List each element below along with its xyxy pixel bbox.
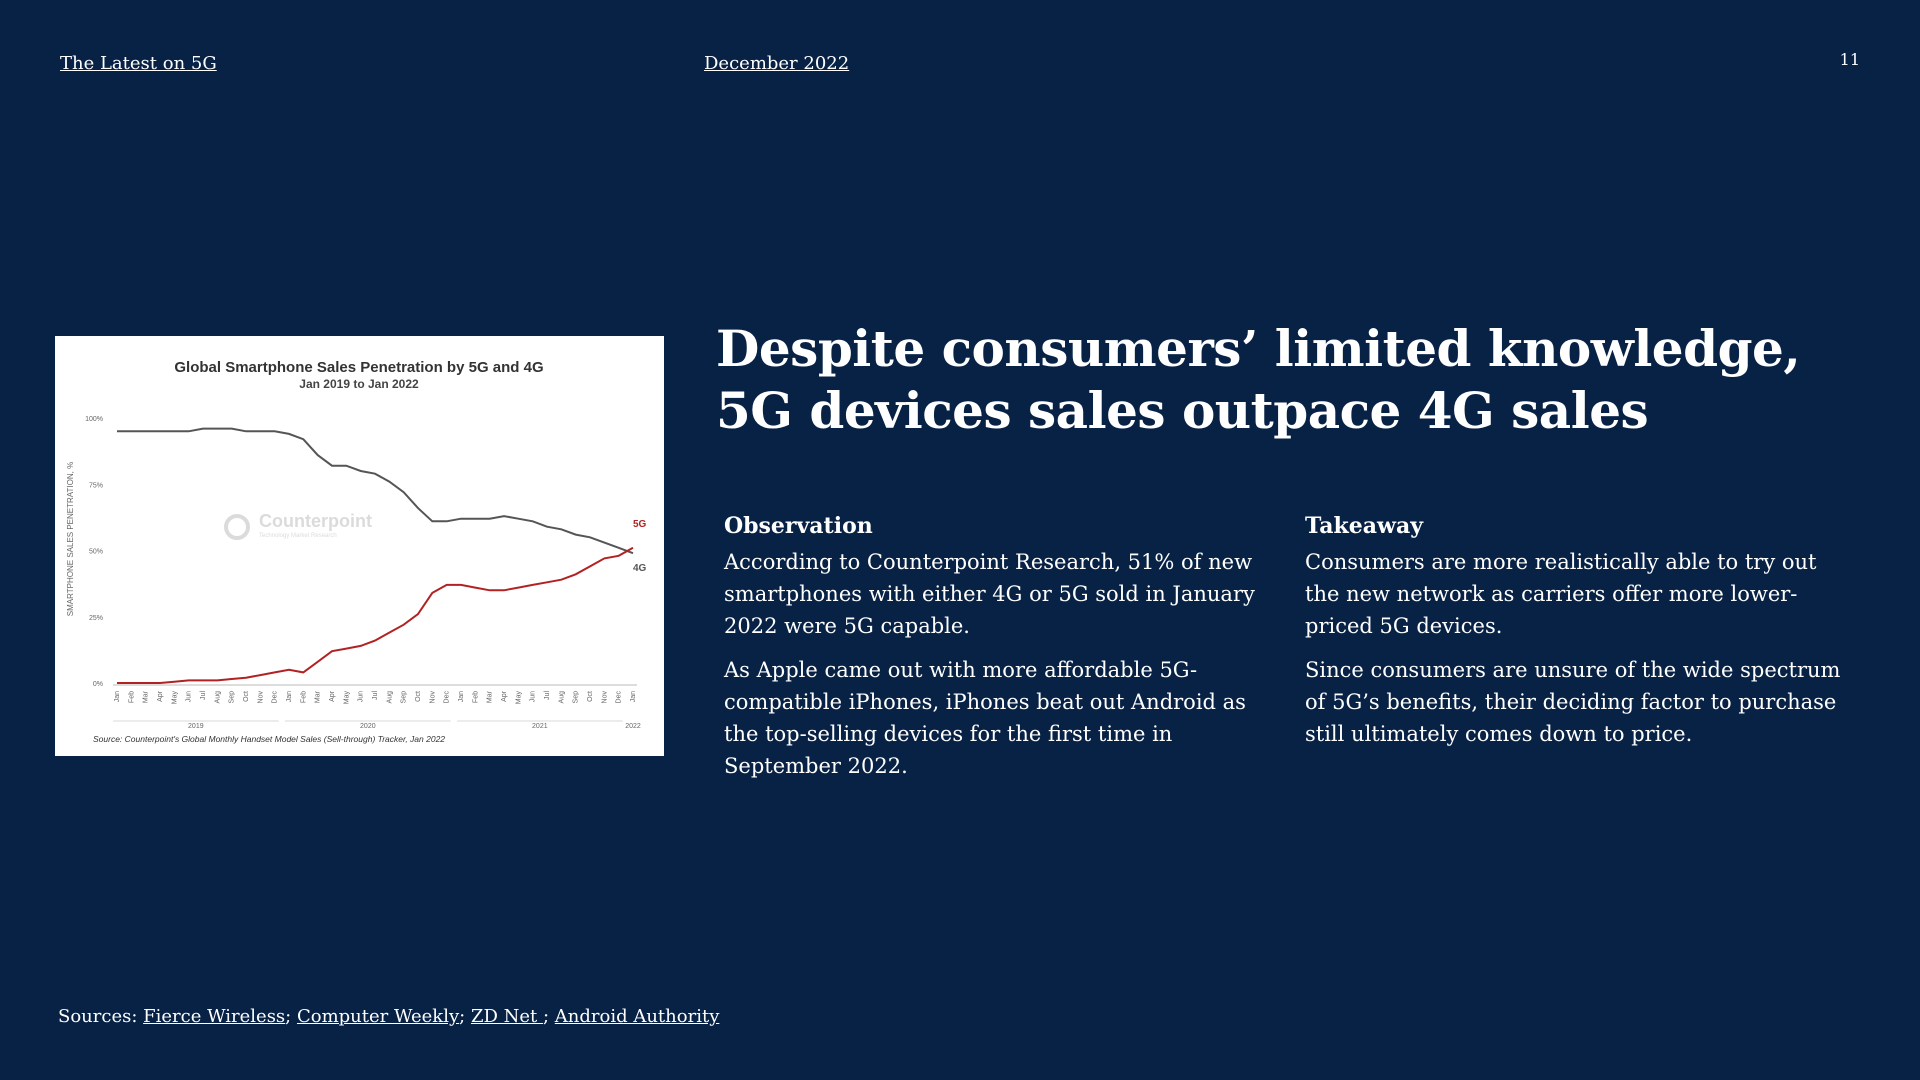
x-tick-label: Jan [458,691,465,702]
x-tick-label: Oct [587,691,594,702]
observation-section: Observation According to Counterpoint Re… [724,510,1264,794]
x-tick-label: Jan [286,691,293,702]
series-line-5g [117,546,634,684]
headline: Despite consumers’ limited knowledge, 5G… [716,318,1866,442]
x-tick-label: Feb [128,691,135,703]
source-link-fierce-wireless[interactable]: Fierce Wireless [143,1006,286,1027]
x-tick-label: Aug [386,691,393,704]
source-link-computer-weekly[interactable]: Computer Weekly [296,1006,460,1027]
x-tick-label: Nov [257,691,264,704]
takeaway-paragraph-1: Consumers are more realistically able to… [1305,550,1817,638]
takeaway-section: Takeaway Consumers are more realisticall… [1305,510,1845,762]
watermark-tagline: Technology Market Research [259,533,337,539]
headline-line-1: Despite consumers’ limited knowledge, [716,319,1801,378]
header-link-date[interactable]: December 2022 [704,53,850,74]
x-tick-label: Dec [444,691,451,704]
x-tick-label: Sep [573,691,580,704]
x-tick-label: Oct [243,691,250,702]
series-label-5g: 5G [633,519,647,530]
x-tick-label: Feb [300,691,307,703]
x-tick-label: May [171,691,178,705]
x-tick-label: Dec [616,691,623,704]
observation-paragraph-2: As Apple came out with more affordable 5… [724,658,1246,778]
y-tick-label: 0% [93,681,103,688]
watermark: Counterpoint Technology Market Research [224,511,372,540]
x-tick-label: Feb [472,691,479,703]
watermark-name: Counterpoint [259,511,372,531]
x-tick-label: May [343,691,350,705]
year-label: 2019 [188,723,204,730]
chart-source-note: Source: Counterpoint's Global Monthly Ha… [93,734,445,744]
series-line-4g [117,427,634,555]
y-tick-label: 75% [89,482,103,489]
year-label: 2020 [360,723,376,730]
y-tick-label: 100% [85,416,103,423]
watermark-logo-icon [224,514,250,540]
source-link-zd-net[interactable]: ZD Net [470,1006,543,1027]
observation-paragraph-1: According to Counterpoint Research, 51% … [724,550,1255,638]
x-tick-label: Jun [358,691,365,702]
x-tick-label: Mar [315,690,322,703]
x-tick-label: Apr [501,690,508,702]
x-tick-label: Apr [329,690,336,702]
x-tick-label: Jul [200,691,207,700]
year-label: 2022 [625,723,641,730]
x-tick-label: Oct [415,691,422,702]
page-number: 11 [1839,50,1860,69]
sources-separator: ; [459,1006,471,1027]
headline-line-2: 5G devices sales outpace 4G sales [716,381,1649,440]
takeaway-paragraph-2: Since consumers are unsure of the wide s… [1305,658,1841,746]
y-tick-label: 50% [89,549,103,556]
sources-separator: ; [542,1006,555,1027]
x-tick-label: Sep [401,691,408,704]
sources-separator: ; [285,1006,297,1027]
x-tick-label: Mar [143,690,150,703]
chart-title: Global Smartphone Sales Penetration by 5… [174,359,543,376]
x-tick-label: Aug [214,691,221,704]
x-tick-label: Jul [372,691,379,700]
year-label: 2021 [532,723,548,730]
x-tick-label: Jan [114,691,121,702]
line-chart: Global Smartphone Sales Penetration by 5… [66,359,647,744]
y-tick-label: 25% [89,615,103,622]
chart-ylabel: SMARTPHONE SALES PENETRATION, % [66,462,75,616]
x-tick-label: Mar [487,690,494,703]
series-label-4g: 4G [633,563,647,574]
x-tick-label: Jul [544,691,551,700]
x-tick-label: Sep [229,691,236,704]
x-tick-label: Aug [558,691,565,704]
sources-label: Sources: [58,1006,144,1027]
x-tick-label: Jun [186,691,193,702]
sources-line: Sources: Fierce Wireless; Computer Weekl… [58,1006,719,1027]
x-tick-label: Jan [630,691,637,702]
x-tick-label: May [515,691,522,705]
x-tick-label: Nov [601,691,608,704]
chart-subtitle: Jan 2019 to Jan 2022 [299,377,419,391]
x-tick-label: Nov [429,691,436,704]
takeaway-heading: Takeaway [1305,513,1423,539]
x-tick-label: Apr [157,690,164,702]
x-tick-label: Jun [530,691,537,702]
x-tick-label: Dec [272,691,279,704]
chart-card: Global Smartphone Sales Penetration by 5… [55,336,664,756]
source-link-android-authority[interactable]: Android Authority [554,1006,720,1027]
observation-heading: Observation [724,513,873,539]
header-link-latest-on-5g[interactable]: The Latest on 5G [60,53,217,74]
